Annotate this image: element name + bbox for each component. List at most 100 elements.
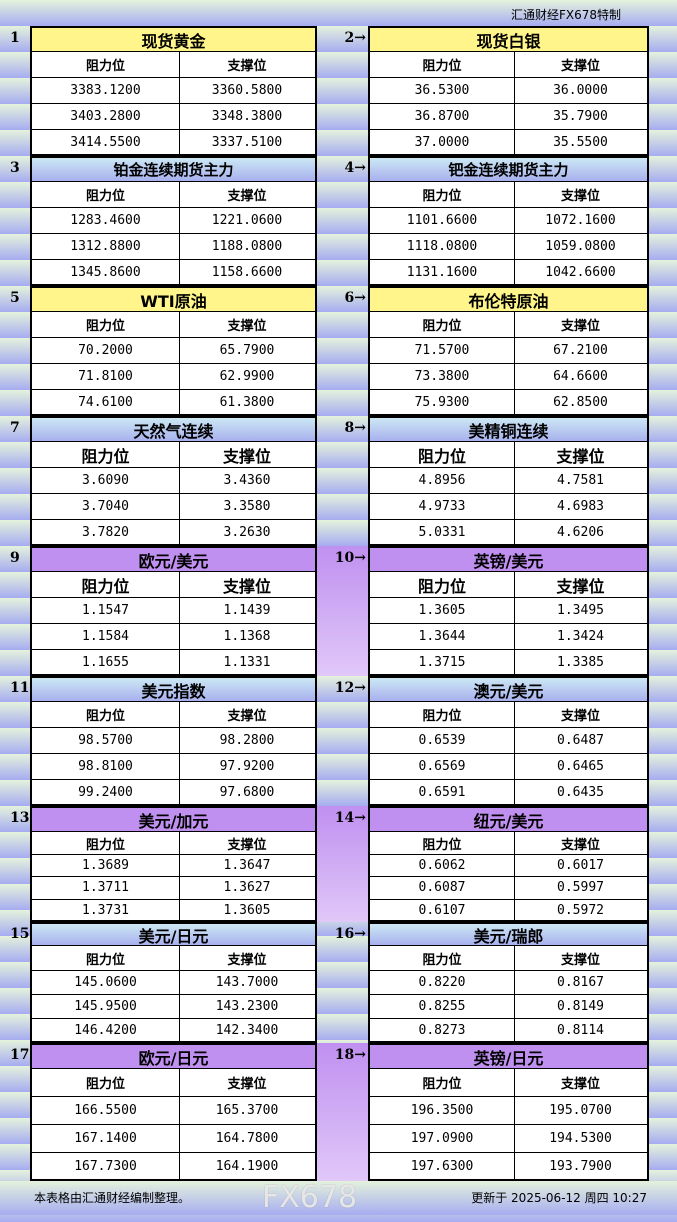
table-title: 欧元/美元 (32, 546, 315, 572)
resistance-value: 1.1547 (32, 598, 179, 624)
support-value: 0.6487 (514, 728, 647, 754)
resistance-value: 75.9300 (370, 390, 514, 416)
section-number: 13 (10, 810, 30, 826)
resistance-value: 167.1400 (32, 1125, 179, 1153)
section-number: 6→ (344, 290, 366, 306)
price-table: 铂金连续期货主力 阻力位 支撑位 1283.4600 1221.0600 1312.880… (30, 156, 317, 286)
resistance-value: 3403.2800 (32, 104, 179, 130)
support-header: 支撑位 (514, 442, 647, 468)
table-title: 美元指数 (32, 676, 315, 702)
column-divider (514, 52, 515, 154)
support-header: 支撑位 (514, 182, 647, 208)
resistance-value: 37.0000 (370, 130, 514, 156)
support-value: 0.8149 (514, 995, 647, 1019)
support-header: 支撑位 (179, 312, 315, 338)
resistance-value: 1345.8600 (32, 260, 179, 286)
resistance-header: 阻力位 (32, 832, 179, 855)
table-title: WTI原油 (32, 286, 315, 312)
resistance-value: 0.6569 (370, 754, 514, 780)
resistance-value: 167.7300 (32, 1153, 179, 1181)
resistance-value: 1312.8800 (32, 234, 179, 260)
column-divider (514, 1069, 515, 1179)
price-table: WTI原油 阻力位 支撑位 70.2000 65.7900 71.8100 62.9900 7… (30, 286, 317, 416)
section-number: 8→ (344, 420, 366, 436)
table-title: 布伦特原油 (370, 286, 647, 312)
table-title: 铂金连续期货主力 (32, 156, 315, 182)
support-value: 1.3424 (514, 624, 647, 650)
middle-band (316, 806, 368, 922)
resistance-header: 阻力位 (32, 702, 179, 728)
price-table: 美元/瑞郎 阻力位 支撑位 0.8220 0.8167 0.8255 0.8149 0.827… (368, 922, 649, 1043)
resistance-value: 197.6300 (370, 1153, 514, 1181)
support-header: 支撑位 (179, 832, 315, 855)
resistance-value: 1.1584 (32, 624, 179, 650)
support-value: 97.9200 (179, 754, 315, 780)
support-value: 97.6800 (179, 780, 315, 806)
column-divider (514, 946, 515, 1041)
table-title: 美元/日元 (32, 922, 315, 946)
support-value: 194.5300 (514, 1125, 647, 1153)
resistance-value: 1101.6600 (370, 208, 514, 234)
resistance-value: 0.8255 (370, 995, 514, 1019)
resistance-header: 阻力位 (370, 572, 514, 598)
resistance-value: 1.3644 (370, 624, 514, 650)
resistance-header: 阻力位 (370, 182, 514, 208)
section-number: 11 (10, 680, 30, 696)
resistance-value: 3.7040 (32, 494, 179, 520)
table-title: 现货黄金 (32, 26, 315, 52)
price-table: 欧元/日元 阻力位 支撑位 166.5500 165.3700 167.1400 164.7… (30, 1043, 317, 1181)
resistance-value: 74.6100 (32, 390, 179, 416)
support-value: 195.0700 (514, 1097, 647, 1125)
update-time: 更新于 2025-06-12 周四 10:27 (471, 1191, 647, 1205)
table-title: 美元/瑞郎 (370, 922, 647, 946)
support-value: 1.3647 (179, 855, 315, 878)
column-divider (514, 702, 515, 804)
support-value: 4.6206 (514, 520, 647, 546)
resistance-value: 1.3715 (370, 650, 514, 676)
resistance-value: 146.4200 (32, 1019, 179, 1043)
column-divider (514, 832, 515, 920)
price-table: 美元/日元 阻力位 支撑位 145.0600 143.7000 145.9500 143.2… (30, 922, 317, 1043)
resistance-value: 1.3689 (32, 855, 179, 878)
support-value: 36.0000 (514, 78, 647, 104)
column-divider (179, 442, 180, 544)
resistance-value: 1.3711 (32, 877, 179, 900)
column-divider (179, 312, 180, 414)
resistance-value: 166.5500 (32, 1097, 179, 1125)
bg-row (0, 0, 677, 26)
support-value: 0.8167 (514, 971, 647, 995)
column-divider (179, 832, 180, 920)
column-divider (179, 702, 180, 804)
support-value: 35.7900 (514, 104, 647, 130)
resistance-value: 0.6591 (370, 780, 514, 806)
table-title: 天然气连续 (32, 416, 315, 442)
support-value: 3.4360 (179, 468, 315, 494)
support-value: 4.7581 (514, 468, 647, 494)
resistance-header: 阻力位 (370, 52, 514, 78)
resistance-value: 0.8273 (370, 1019, 514, 1043)
resistance-value: 98.5700 (32, 728, 179, 754)
resistance-value: 98.8100 (32, 754, 179, 780)
support-value: 98.2800 (179, 728, 315, 754)
price-table: 天然气连续 阻力位 支撑位 3.6090 3.4360 3.7040 3.3580 3.782… (30, 416, 317, 546)
resistance-header: 阻力位 (370, 832, 514, 855)
resistance-value: 73.3800 (370, 364, 514, 390)
support-header: 支撑位 (179, 1069, 315, 1097)
resistance-value: 3.6090 (32, 468, 179, 494)
column-divider (514, 182, 515, 284)
support-value: 1.3627 (179, 877, 315, 900)
support-value: 67.2100 (514, 338, 647, 364)
column-divider (514, 442, 515, 544)
support-value: 1.3495 (514, 598, 647, 624)
support-value: 35.5500 (514, 130, 647, 156)
section-number: 17 (10, 1047, 30, 1063)
resistance-header: 阻力位 (32, 312, 179, 338)
table-title: 钯金连续期货主力 (370, 156, 647, 182)
section-number: 18→ (334, 1047, 366, 1063)
support-header: 支撑位 (179, 52, 315, 78)
support-value: 0.6465 (514, 754, 647, 780)
support-value: 0.8114 (514, 1019, 647, 1043)
resistance-header: 阻力位 (32, 572, 179, 598)
section-number: 1 (10, 30, 20, 46)
support-value: 1.3385 (514, 650, 647, 676)
